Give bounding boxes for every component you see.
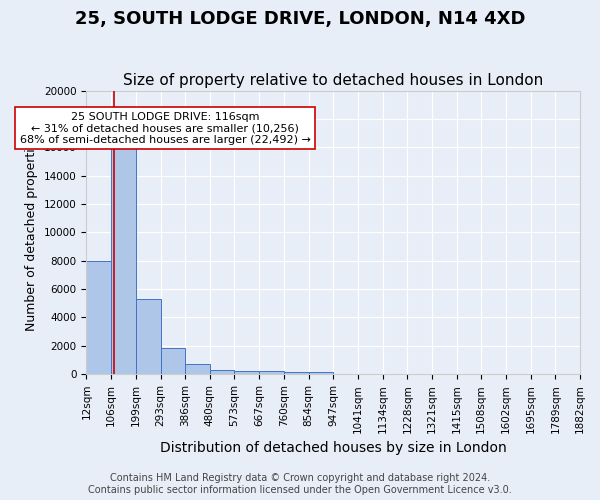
Bar <box>235 371 259 374</box>
Bar <box>185 364 210 374</box>
Bar <box>136 299 161 374</box>
Bar <box>284 372 308 374</box>
Text: 25 SOUTH LODGE DRIVE: 116sqm
← 31% of detached houses are smaller (10,256)
68% o: 25 SOUTH LODGE DRIVE: 116sqm ← 31% of de… <box>20 112 310 145</box>
Bar <box>308 372 333 374</box>
Bar <box>210 370 235 374</box>
Bar <box>259 372 284 374</box>
Bar <box>86 260 111 374</box>
Bar <box>161 348 185 374</box>
Title: Size of property relative to detached houses in London: Size of property relative to detached ho… <box>123 73 543 88</box>
X-axis label: Distribution of detached houses by size in London: Distribution of detached houses by size … <box>160 441 506 455</box>
Bar <box>111 140 136 374</box>
Text: 25, SOUTH LODGE DRIVE, LONDON, N14 4XD: 25, SOUTH LODGE DRIVE, LONDON, N14 4XD <box>75 10 525 28</box>
Y-axis label: Number of detached properties: Number of detached properties <box>25 134 38 331</box>
Text: Contains HM Land Registry data © Crown copyright and database right 2024.
Contai: Contains HM Land Registry data © Crown c… <box>88 474 512 495</box>
